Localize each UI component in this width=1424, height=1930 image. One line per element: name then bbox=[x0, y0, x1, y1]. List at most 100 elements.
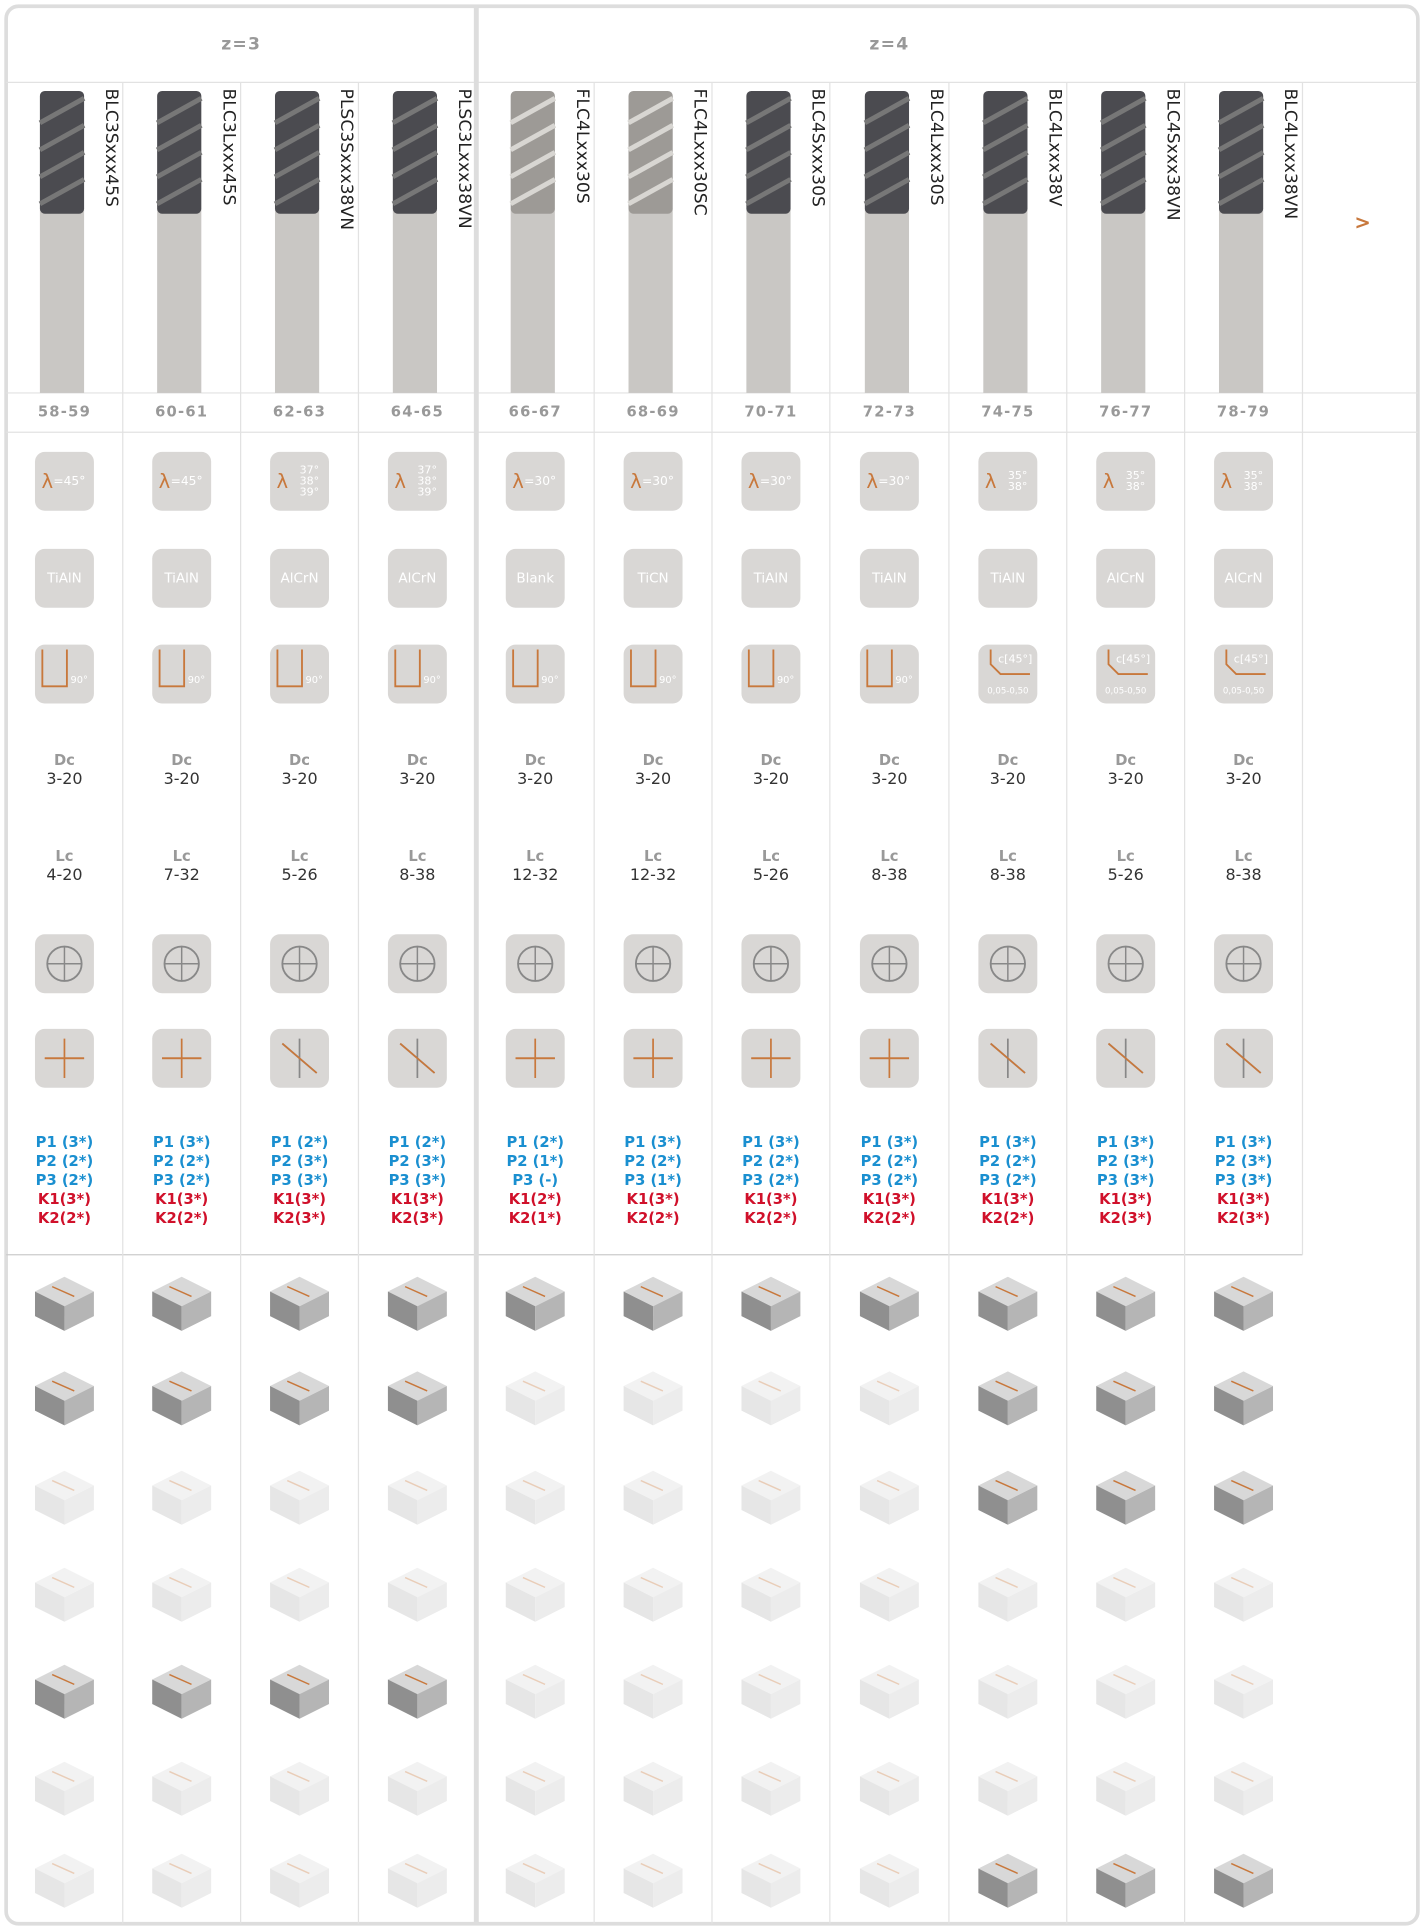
application-left bbox=[270, 1485, 300, 1525]
material-rating: P1 (3*) bbox=[861, 1134, 919, 1151]
lambda-angle: =45° bbox=[53, 474, 85, 488]
next-arrow[interactable]: > bbox=[1354, 211, 1370, 234]
tool-flute bbox=[745, 96, 792, 126]
tool-flute bbox=[509, 177, 557, 207]
application-right bbox=[1243, 1386, 1274, 1426]
dc-label: Dc bbox=[171, 752, 192, 769]
icon-box bbox=[270, 644, 329, 704]
pitch-icon bbox=[164, 946, 199, 981]
application-cut bbox=[640, 1380, 664, 1392]
application-right bbox=[181, 1582, 212, 1622]
application-cut bbox=[404, 1770, 428, 1783]
application-right bbox=[1125, 1291, 1156, 1331]
icon-box bbox=[152, 548, 212, 608]
application-cut bbox=[522, 1770, 546, 1783]
application-left bbox=[1096, 1485, 1126, 1525]
corner-chamfer: c[45°] bbox=[1234, 652, 1268, 665]
application-right bbox=[417, 1679, 447, 1719]
material-rating: K1(2*) bbox=[509, 1191, 562, 1208]
application-cut bbox=[1113, 1673, 1136, 1686]
application-cut bbox=[876, 1770, 900, 1783]
application-right bbox=[653, 1291, 683, 1331]
application-right bbox=[535, 1679, 565, 1719]
icon-box bbox=[34, 548, 94, 608]
application-cut bbox=[995, 1479, 1018, 1492]
application-right bbox=[181, 1679, 212, 1719]
pitch-icon bbox=[1226, 946, 1261, 981]
application-right bbox=[1007, 1679, 1038, 1719]
material-rating: K2(3*) bbox=[1099, 1210, 1152, 1227]
application-left bbox=[741, 1679, 771, 1719]
corner-shape bbox=[158, 649, 186, 688]
application-left bbox=[152, 1386, 182, 1426]
application-right bbox=[535, 1776, 565, 1816]
application-right bbox=[64, 1868, 94, 1908]
dc-label: Dc bbox=[407, 752, 428, 769]
application-left bbox=[978, 1679, 1008, 1719]
lambda-angle: 38° bbox=[417, 474, 437, 487]
application-cut bbox=[995, 1862, 1018, 1875]
material-rating: P1 (3*) bbox=[979, 1134, 1037, 1151]
lc-label: Lc bbox=[644, 848, 662, 865]
material-rating: K2(2*) bbox=[155, 1210, 208, 1227]
application-cut bbox=[522, 1479, 546, 1492]
dc-label: Dc bbox=[54, 752, 75, 769]
lambda-angle: =45° bbox=[171, 474, 203, 488]
tool-flute bbox=[391, 123, 439, 153]
icon-box bbox=[859, 644, 919, 704]
lc-value: 8-38 bbox=[1225, 865, 1261, 884]
page-range: 72-73 bbox=[863, 404, 916, 421]
corner-angle: 90° bbox=[777, 675, 794, 686]
application-cut bbox=[876, 1479, 900, 1492]
application-cut bbox=[758, 1479, 782, 1492]
tool-flute bbox=[509, 96, 557, 126]
application-left bbox=[505, 1582, 536, 1622]
lc-value: 7-32 bbox=[164, 865, 200, 884]
application-cut bbox=[522, 1380, 546, 1392]
application-cut bbox=[1230, 1862, 1254, 1875]
material-rating: P2 (2*) bbox=[861, 1153, 919, 1170]
application-left bbox=[387, 1485, 418, 1525]
material-rating: K1(3*) bbox=[744, 1191, 797, 1208]
application-right bbox=[64, 1291, 94, 1331]
application-cut bbox=[404, 1576, 428, 1589]
application-right bbox=[181, 1386, 212, 1426]
lc-label: Lc bbox=[408, 848, 426, 865]
material-rating: P3 (2*) bbox=[861, 1172, 919, 1189]
corner-shape bbox=[41, 649, 68, 688]
application-left bbox=[34, 1291, 65, 1331]
application-left bbox=[152, 1679, 182, 1719]
application-left bbox=[505, 1386, 536, 1426]
application-cut bbox=[169, 1479, 192, 1492]
application-right bbox=[889, 1485, 919, 1525]
application-left bbox=[270, 1386, 300, 1426]
application-right bbox=[299, 1776, 329, 1816]
material-rating: P1 (3*) bbox=[742, 1134, 800, 1151]
coating: TiAlN bbox=[871, 570, 907, 586]
tool-flute bbox=[982, 123, 1029, 153]
lambda-angle: 38° bbox=[1126, 480, 1146, 493]
corner-angle: 90° bbox=[541, 675, 558, 686]
application-left bbox=[34, 1679, 65, 1719]
material-rating: P2 (3*) bbox=[1215, 1153, 1273, 1170]
lambda-angle: 35° bbox=[1244, 469, 1264, 482]
tool-flute bbox=[273, 123, 321, 153]
coating: TiAlN bbox=[46, 570, 82, 586]
material-rating: P3 (2*) bbox=[742, 1172, 800, 1189]
application-right bbox=[770, 1485, 801, 1525]
application-right bbox=[64, 1386, 94, 1426]
dc-value: 3-20 bbox=[46, 769, 82, 788]
application-left bbox=[387, 1776, 418, 1816]
coating: TiAlN bbox=[990, 570, 1026, 586]
application-right bbox=[64, 1485, 94, 1525]
dc-value: 3-20 bbox=[990, 769, 1026, 788]
dc-value: 3-20 bbox=[1108, 769, 1144, 788]
material-rating: K2(3*) bbox=[391, 1210, 444, 1227]
corner-angle: 90° bbox=[188, 675, 205, 686]
material-rating: P2 (3*) bbox=[1097, 1153, 1155, 1170]
dc-label: Dc bbox=[1233, 752, 1254, 769]
corner-angle: 90° bbox=[70, 675, 87, 686]
material-rating: K2(1*) bbox=[509, 1210, 562, 1227]
application-right bbox=[889, 1776, 919, 1816]
application-cut bbox=[404, 1285, 428, 1298]
